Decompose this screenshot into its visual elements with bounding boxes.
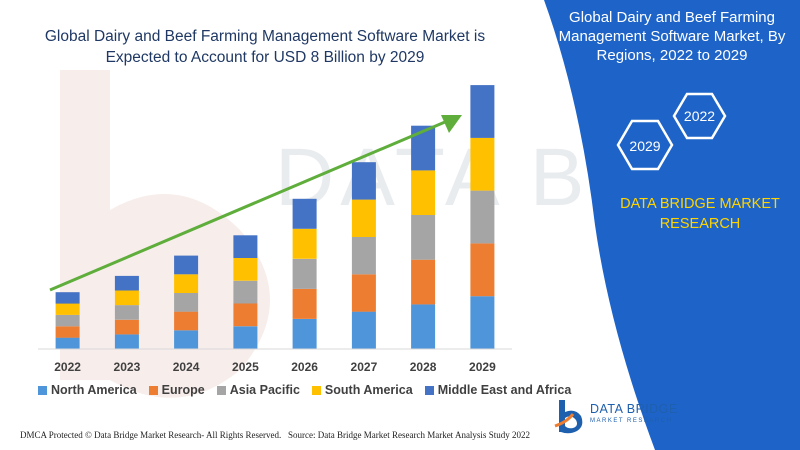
x-tick-labels: 2022 2023 2024 2025 2026 2027 2028 2029 — [54, 360, 496, 374]
bar-2022-middle-east-and-africa — [55, 292, 80, 304]
bar-2026-south-america — [292, 228, 317, 259]
bars-layer — [55, 85, 495, 349]
legend-item-middle-east-and-africa: Middle East and Africa — [424, 383, 572, 397]
bar-2026-middle-east-and-africa — [292, 198, 317, 229]
bar-2027-north-america — [351, 311, 376, 349]
legend-item-asia-pacific: Asia Pacific — [216, 383, 300, 397]
x-tick-2025: 2025 — [232, 360, 259, 374]
bar-2022-south-america — [55, 303, 80, 315]
legend-swatch — [216, 385, 226, 395]
legend-swatch — [311, 385, 321, 395]
bar-2025-south-america — [233, 258, 258, 281]
bar-2025-asia-pacific — [233, 280, 258, 304]
year-hexagons: 2029 2022 — [616, 92, 727, 171]
hexagon-2029-label: 2029 — [629, 138, 660, 154]
bar-2023-middle-east-and-africa — [114, 275, 139, 291]
bar-2023-europe — [114, 319, 139, 335]
bar-2029-north-america — [470, 296, 495, 349]
bar-2023-south-america — [114, 290, 139, 306]
bar-2026-europe — [292, 288, 317, 319]
x-tick-2022: 2022 — [54, 360, 81, 374]
legend-label: North America — [51, 383, 137, 397]
bar-2024-north-america — [174, 330, 199, 349]
legend-swatch — [424, 385, 434, 395]
bar-2025-middle-east-and-africa — [233, 235, 258, 258]
bar-2022-europe — [55, 326, 80, 338]
bar-2026-asia-pacific — [292, 258, 317, 289]
bar-2027-asia-pacific — [351, 236, 376, 275]
bar-2028-europe — [411, 259, 436, 305]
legend-label: Europe — [161, 383, 205, 397]
legend-swatch — [148, 385, 158, 395]
bar-2022-north-america — [55, 337, 80, 349]
bar-2025-europe — [233, 303, 258, 327]
bar-2029-middle-east-and-africa — [470, 85, 495, 138]
bar-2027-south-america — [351, 199, 376, 237]
footer-source: Source: Data Bridge Market Research Mark… — [288, 430, 530, 440]
bar-2024-middle-east-and-africa — [174, 255, 199, 275]
x-tick-2029: 2029 — [469, 360, 496, 374]
legend-label: South America — [324, 383, 413, 397]
bar-2029-europe — [470, 243, 495, 297]
legend: North America Europe Asia Pacific South Ame… — [38, 383, 571, 397]
bar-2023-asia-pacific — [114, 305, 139, 320]
x-tick-2023: 2023 — [114, 360, 141, 374]
hexagon-2022 — [672, 92, 727, 140]
x-tick-2024: 2024 — [173, 360, 200, 374]
brand-text: DATA BRIDGE MARKET RESEARCH — [620, 196, 780, 232]
logo-name: DATA BRIDGE — [590, 402, 678, 416]
bar-2024-europe — [174, 311, 199, 331]
chart-title: Global Dairy and Beef Farming Management… — [44, 28, 486, 66]
hexagon-2022-label: 2022 — [684, 108, 715, 124]
bar-2028-asia-pacific — [411, 215, 436, 260]
x-tick-2026: 2026 — [291, 360, 318, 374]
bar-2028-south-america — [411, 170, 436, 215]
logo-tagline: MARKET RESEARCH — [590, 418, 673, 424]
bar-2022-asia-pacific — [55, 314, 80, 327]
legend-label: Middle East and Africa — [437, 383, 572, 397]
legend-label: Asia Pacific — [229, 383, 300, 397]
footer-copyright: DMCA Protected © Data Bridge Market Rese… — [20, 430, 282, 440]
bar-2024-south-america — [174, 274, 199, 293]
bar-2025-north-america — [233, 326, 258, 349]
legend-item-south-america: South America — [311, 383, 413, 397]
legend-item-europe: Europe — [148, 383, 205, 397]
bar-2028-north-america — [411, 304, 436, 349]
bar-2029-south-america — [470, 137, 495, 191]
legend-swatch — [38, 385, 47, 395]
logo-icon — [554, 400, 583, 434]
bar-2027-europe — [351, 274, 376, 312]
bar-2027-middle-east-and-africa — [351, 162, 376, 200]
x-tick-2027: 2027 — [351, 360, 378, 374]
legend-item-north-america: North America — [38, 383, 137, 397]
panel-title: Global Dairy and Beef Farming Management… — [558, 9, 786, 64]
hexagon-2029 — [616, 119, 674, 171]
bar-2023-north-america — [114, 334, 139, 349]
x-tick-2028: 2028 — [410, 360, 437, 374]
trend-arrow-head — [441, 115, 462, 133]
trend-arrow-shaft — [49, 120, 446, 292]
trend-arrow — [49, 115, 462, 292]
bar-2026-north-america — [292, 319, 317, 349]
bar-2024-asia-pacific — [174, 293, 199, 312]
bar-2029-asia-pacific — [470, 190, 495, 244]
